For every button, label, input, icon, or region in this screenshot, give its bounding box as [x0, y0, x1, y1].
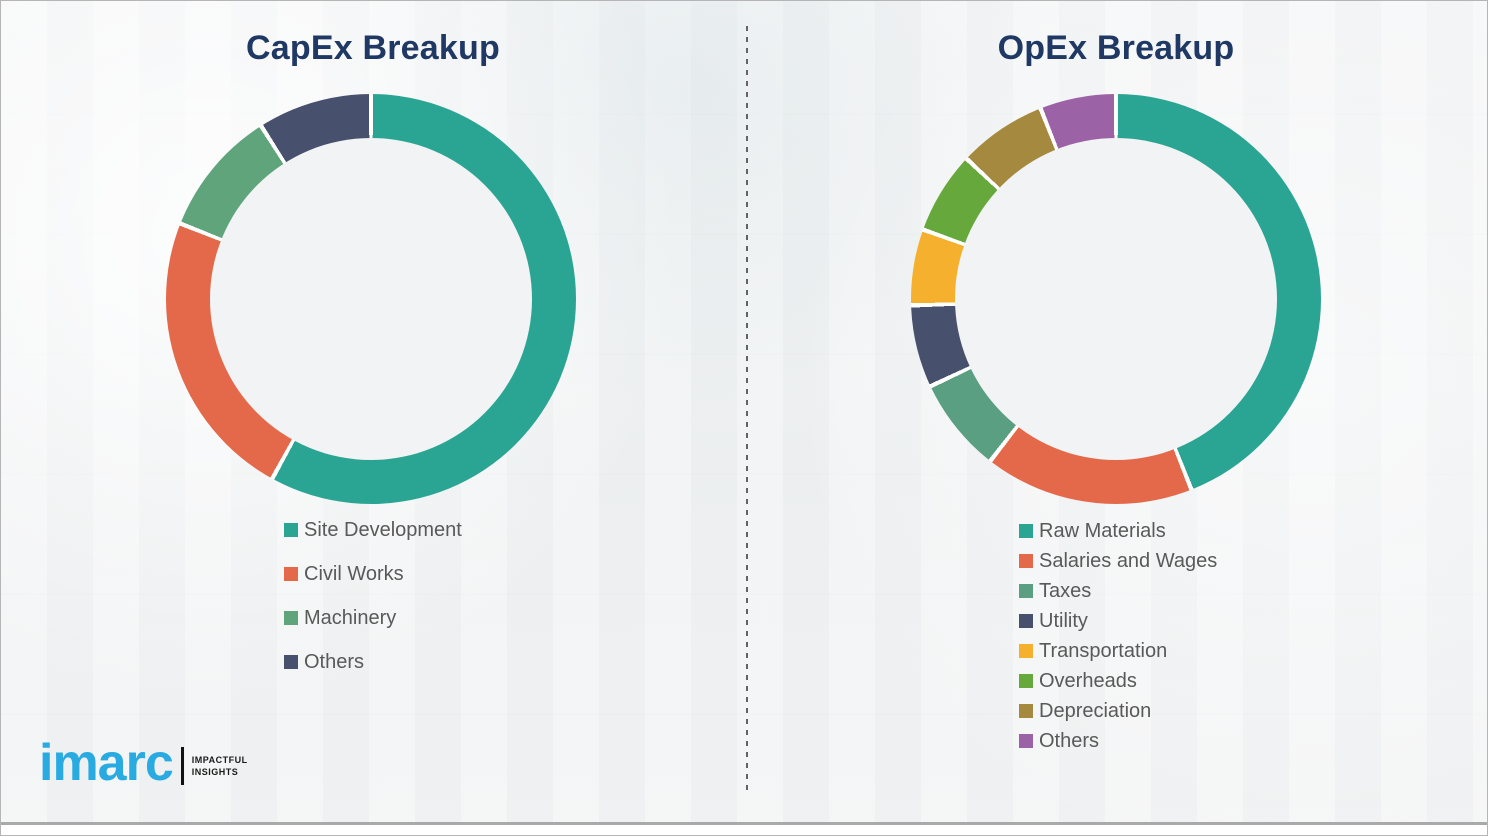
capex-donut-chart	[166, 94, 576, 504]
legend-item: Site Development	[284, 514, 462, 546]
dashed-divider-line	[746, 26, 748, 794]
logo-tagline-line1: IMPACTFUL	[191, 754, 248, 765]
opex-chart-title: OpEx Breakup	[997, 29, 1235, 67]
imarc-logo: imarc IMPACTFUL INSIGHTS	[39, 737, 248, 789]
legend-swatch	[1019, 524, 1033, 538]
legend-label: Machinery	[304, 606, 397, 629]
logo-divider-bar	[180, 747, 184, 785]
legend-label: Raw Materials	[1039, 519, 1166, 542]
opex-legend: Raw Materials Salaries and Wages Taxes Util…	[1019, 517, 1217, 757]
legend-swatch	[284, 655, 298, 669]
legend-label: Civil Works	[304, 562, 404, 585]
legend-item: Machinery	[284, 602, 462, 634]
opex-donut-chart	[911, 94, 1321, 504]
legend-swatch	[1019, 644, 1033, 658]
legend-item: Overheads	[1019, 667, 1217, 695]
legend-item: Others	[1019, 727, 1217, 755]
capex-chart-title: CapEx Breakup	[246, 29, 500, 67]
legend-item: Salaries and Wages	[1019, 547, 1217, 575]
legend-label: Transportation	[1039, 639, 1168, 662]
bottom-white-strip	[1, 825, 1487, 835]
logo-tagline: IMPACTFUL INSIGHTS	[192, 754, 248, 778]
legend-label: Utility	[1039, 609, 1088, 632]
legend-swatch	[284, 611, 298, 625]
legend-label: Others	[304, 650, 365, 673]
legend-label: Others	[1039, 729, 1100, 752]
legend-label: Overheads	[1039, 669, 1137, 692]
legend-item: Utility	[1019, 607, 1217, 635]
capex-legend: Site Development Civil Works Machinery Othe…	[284, 514, 462, 690]
legend-item: Transportation	[1019, 637, 1217, 665]
legend-swatch	[1019, 584, 1033, 598]
legend-swatch	[1019, 704, 1033, 718]
imarc-logo-wordmark: imarc	[39, 734, 174, 792]
legend-swatch	[284, 523, 298, 537]
legend-swatch	[1019, 734, 1033, 748]
logo-tagline-line2: INSIGHTS	[191, 767, 239, 777]
legend-swatch	[1019, 554, 1033, 568]
legend-swatch	[284, 567, 298, 581]
legend-swatch	[1019, 674, 1033, 688]
legend-item: Taxes	[1019, 577, 1217, 605]
legend-swatch	[1019, 614, 1033, 628]
legend-label: Salaries and Wages	[1039, 549, 1218, 572]
bottom-border-line	[1, 822, 1487, 825]
legend-item: Civil Works	[284, 558, 462, 590]
legend-item: Depreciation	[1019, 697, 1217, 725]
legend-label: Site Development	[304, 518, 462, 541]
legend-label: Taxes	[1039, 579, 1092, 602]
legend-label: Depreciation	[1039, 699, 1152, 722]
legend-item: Raw Materials	[1019, 517, 1217, 545]
legend-item: Others	[284, 646, 462, 678]
